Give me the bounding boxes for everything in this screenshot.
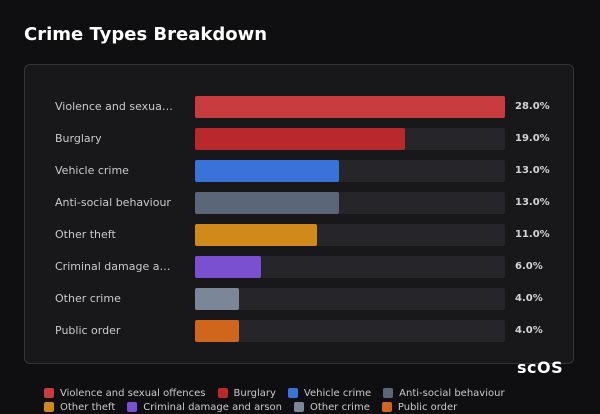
legend-swatch [287, 388, 298, 398]
value-label: 6.0% [515, 261, 543, 272]
legend-label: Anti-social behaviour [399, 387, 505, 399]
legend-swatch [44, 388, 54, 398]
legend-item: Burglary [217, 386, 276, 400]
category-label: Other theft [55, 228, 116, 241]
bar [195, 320, 240, 342]
value-label: 4.0% [515, 325, 543, 336]
legend-item: Public order [381, 400, 458, 414]
bar [195, 128, 406, 150]
legend-swatch [217, 388, 228, 398]
value-label: 13.0% [515, 197, 550, 208]
bar [195, 288, 240, 310]
bar-track [195, 256, 505, 278]
legend-swatch [294, 402, 304, 412]
bar-track [195, 320, 505, 342]
bar [195, 192, 339, 214]
legend-item: Other theft [44, 400, 115, 414]
legend-item: Other crime [294, 400, 370, 414]
legend: Violence and sexual offences Burglary Vehi… [44, 386, 584, 414]
category-label: Burglary [55, 132, 102, 145]
legend-label: Other crime [310, 401, 370, 413]
legend-label: Violence and sexual offences [60, 387, 206, 399]
watermark: scOS [517, 358, 564, 377]
legend-swatch [381, 402, 392, 412]
bar [195, 160, 339, 182]
legend-swatch [383, 388, 394, 398]
bar [195, 224, 317, 246]
legend-label: Public order [397, 401, 458, 413]
legend-item: Anti-social behaviour [383, 386, 505, 400]
bar-track [195, 288, 505, 310]
bar [195, 256, 262, 278]
value-label: 19.0% [515, 133, 550, 144]
value-label: 28.0% [515, 101, 550, 112]
category-label: Violence and sexual offences [55, 100, 173, 113]
legend-item: Criminal damage and arson [127, 400, 282, 414]
bar [195, 96, 505, 118]
legend-label: Burglary [233, 387, 276, 399]
value-label: 13.0% [515, 165, 550, 176]
legend-item: Vehicle crime [287, 386, 372, 400]
legend-item: Violence and sexual offences [44, 386, 206, 400]
legend-swatch [127, 402, 138, 412]
legend-label: Criminal damage and arson [143, 401, 282, 413]
value-label: 11.0% [515, 229, 550, 240]
page: Crime Types Breakdown Violence and sexua… [24, 24, 574, 413]
legend-label: Other theft [60, 401, 116, 413]
category-label: Other crime [55, 292, 121, 305]
value-label: 4.0% [515, 293, 543, 304]
category-label: Vehicle crime [55, 164, 129, 177]
legend-swatch [44, 402, 54, 412]
category-label: Public order [55, 324, 121, 337]
chart-title: Crime Types Breakdown [24, 24, 268, 45]
category-label: Anti-social behaviour [55, 196, 171, 209]
category-label: Criminal damage and arson [55, 260, 173, 273]
legend-label: Vehicle crime [303, 387, 372, 399]
